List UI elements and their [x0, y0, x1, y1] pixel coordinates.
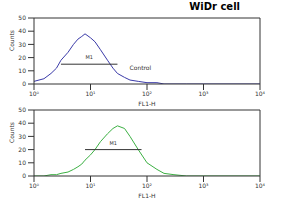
svg-text:30: 30 [18, 41, 26, 48]
svg-text:10⁰: 10⁰ [29, 90, 40, 97]
svg-text:0: 0 [22, 80, 26, 87]
svg-text:M1: M1 [85, 54, 93, 60]
svg-text:10⁴: 10⁴ [255, 182, 266, 189]
svg-text:10³: 10³ [198, 90, 209, 97]
html-text:WiDr cell: WiDr cell [189, 1, 240, 12]
svg-text:FL1-H: FL1-H [138, 100, 155, 106]
svg-text:10²: 10² [142, 90, 153, 97]
svg-text:Counts: Counts [8, 122, 15, 143]
svg-text:20: 20 [18, 146, 26, 153]
svg-text:10²: 10² [142, 182, 153, 189]
svg-text:50: 50 [18, 106, 26, 113]
svg-text:10¹: 10¹ [85, 90, 96, 97]
svg-text:50: 50 [18, 14, 26, 21]
svg-text:Control: Control [130, 64, 152, 71]
svg-text:M1: M1 [110, 140, 118, 146]
svg-text:10⁰: 10⁰ [29, 182, 40, 189]
svg-text:0: 0 [22, 172, 26, 179]
svg-text:10⁴: 10⁴ [255, 90, 266, 97]
svg-text:40: 40 [18, 27, 26, 34]
svg-text:40: 40 [18, 119, 26, 126]
svg-text:10³: 10³ [198, 182, 209, 189]
svg-text:Counts: Counts [8, 30, 15, 51]
svg-text:10: 10 [18, 67, 26, 74]
svg-text:FL1-H: FL1-H [138, 192, 155, 198]
svg-text:10: 10 [18, 159, 26, 166]
svg-text:30: 30 [18, 133, 26, 140]
svg-text:10¹: 10¹ [85, 182, 96, 189]
svg-text:20: 20 [18, 54, 26, 61]
